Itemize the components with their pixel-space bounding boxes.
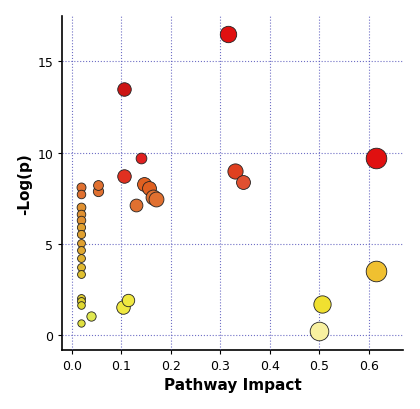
Point <box>78 204 84 211</box>
Point <box>78 191 84 198</box>
Point <box>121 86 127 93</box>
Y-axis label: -Log(p): -Log(p) <box>17 153 32 214</box>
Point <box>87 313 94 319</box>
Point <box>145 185 152 192</box>
Point <box>232 168 239 175</box>
Point <box>78 320 84 327</box>
Point <box>121 173 127 180</box>
Point <box>78 225 84 231</box>
Point <box>78 271 84 278</box>
Point <box>78 298 84 305</box>
Point <box>153 196 160 203</box>
Point <box>125 297 131 304</box>
Point <box>95 183 102 189</box>
Point <box>78 211 84 218</box>
Point <box>239 179 246 186</box>
Point <box>78 240 84 247</box>
Point <box>373 155 380 162</box>
Point <box>149 195 156 201</box>
Point <box>78 302 84 308</box>
Point <box>120 304 126 310</box>
Point <box>78 231 84 238</box>
Point <box>373 268 380 275</box>
Point <box>78 264 84 270</box>
Point <box>78 295 84 301</box>
Point <box>78 247 84 254</box>
Point <box>224 31 231 38</box>
Point <box>138 155 144 162</box>
Point <box>78 256 84 262</box>
Point <box>318 301 325 308</box>
X-axis label: Pathway Impact: Pathway Impact <box>164 378 302 392</box>
Point <box>78 217 84 224</box>
Point <box>78 184 84 191</box>
Point <box>133 202 140 209</box>
Point <box>95 188 102 195</box>
Point <box>140 181 147 187</box>
Point <box>316 328 323 335</box>
